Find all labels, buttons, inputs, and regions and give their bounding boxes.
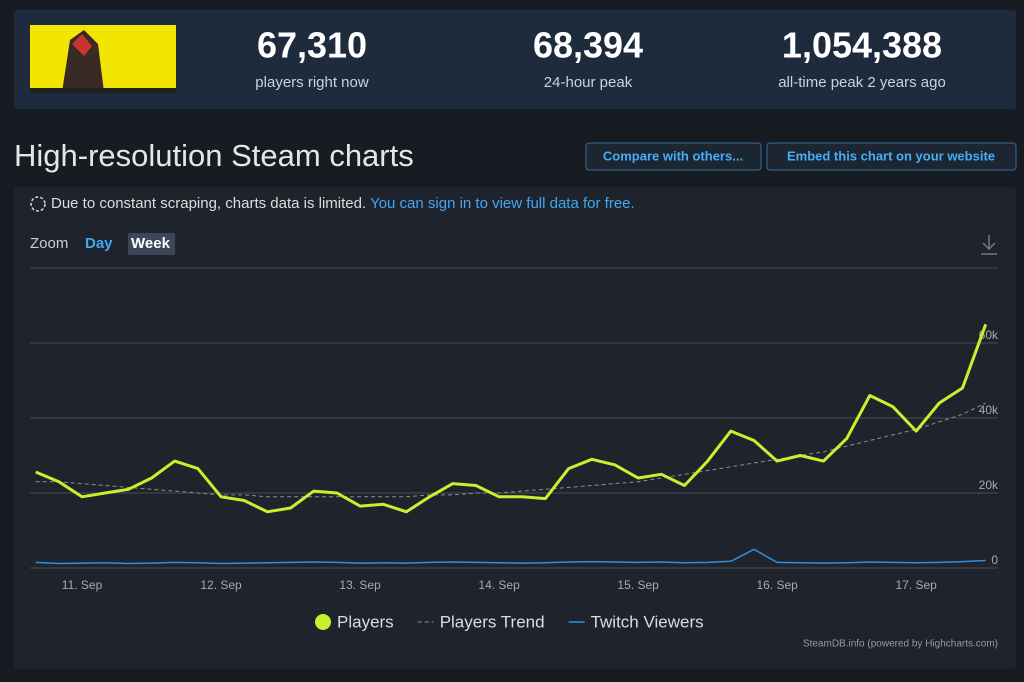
series-line: [35, 548, 986, 565]
x-tick-label: 16. Sep: [756, 578, 798, 592]
x-tick-label: 14. Sep: [478, 578, 520, 592]
series-line: [35, 323, 988, 514]
x-tick-label: 15. Sep: [617, 578, 659, 592]
game-thumbnail: [30, 25, 176, 93]
legend-label: Players: [337, 612, 394, 631]
stat-value: 68,394: [533, 25, 643, 66]
chart-credit: SteamDB.info (powered by Highcharts.com): [803, 639, 998, 650]
zoom-day[interactable]: Day: [85, 235, 113, 252]
chart-panel: [14, 187, 1016, 669]
page-title: High-resolution Steam charts: [14, 138, 414, 173]
stat-value: 67,310: [257, 25, 367, 66]
zoom-week[interactable]: Week: [131, 235, 171, 252]
download-icon[interactable]: [981, 235, 997, 255]
notice-text: Due to constant scraping, charts data is…: [51, 195, 366, 212]
stat-label: 24-hour peak: [544, 74, 633, 91]
stats-card: [14, 10, 1016, 109]
x-tick-label: 17. Sep: [895, 578, 937, 592]
legend-symbol: [315, 614, 331, 630]
embed-button[interactable]: [766, 142, 1017, 171]
x-tick-label: 11. Sep: [62, 578, 103, 592]
stat-label: players right now: [255, 74, 369, 91]
y-tick-label: 40k: [979, 403, 999, 417]
notice-icon: [30, 196, 46, 212]
stat-label: all-time peak 2 years ago: [778, 74, 946, 91]
embed-button-label[interactable]: Embed this chart on your website: [787, 148, 995, 163]
compare-button-label[interactable]: Compare with others...: [603, 148, 743, 163]
zoom-week-bg[interactable]: [128, 233, 175, 255]
y-tick-label: 20k: [979, 478, 999, 492]
y-tick-label: 0: [991, 553, 998, 567]
notice-link[interactable]: You can sign in to view full data for fr…: [370, 195, 635, 212]
zoom-label: Zoom: [30, 235, 68, 252]
notice: Due to constant scraping, charts data is…: [51, 195, 635, 212]
x-tick-label: 13. Sep: [339, 578, 381, 592]
x-tick-label: 12. Sep: [200, 578, 242, 592]
stat-value: 1,054,388: [782, 25, 942, 66]
legend-label: Twitch Viewers: [591, 612, 704, 631]
compare-button[interactable]: [585, 142, 762, 171]
legend-label: Players Trend: [440, 612, 545, 631]
